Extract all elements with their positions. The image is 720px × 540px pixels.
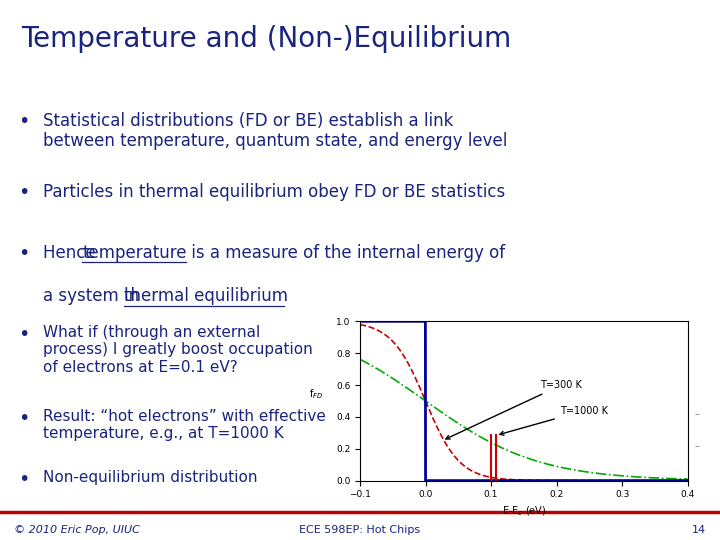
- Text: •: •: [18, 409, 30, 428]
- Text: T=300 K: T=300 K: [446, 380, 582, 439]
- Text: •: •: [18, 112, 30, 131]
- Text: Non-equilibrium distribution: Non-equilibrium distribution: [43, 469, 258, 484]
- Text: a system in: a system in: [43, 287, 145, 305]
- Text: temperature: temperature: [82, 244, 186, 262]
- Text: –: –: [694, 409, 699, 419]
- Text: 14: 14: [691, 525, 706, 535]
- Text: Particles in thermal equilibrium obey FD or BE statistics: Particles in thermal equilibrium obey FD…: [43, 183, 505, 201]
- Text: •: •: [18, 244, 30, 262]
- X-axis label: E-E$_c$ (eV): E-E$_c$ (eV): [502, 505, 546, 518]
- Text: is a measure of the internal energy of: is a measure of the internal energy of: [186, 244, 505, 262]
- Text: Statistical distributions (FD or BE) establish a link
between temperature, quant: Statistical distributions (FD or BE) est…: [43, 112, 508, 151]
- Text: –: –: [694, 441, 699, 451]
- Text: •: •: [18, 469, 30, 489]
- Text: •: •: [18, 183, 30, 202]
- Text: Temperature and (Non-)Equilibrium: Temperature and (Non-)Equilibrium: [22, 25, 512, 53]
- Text: •: •: [18, 325, 30, 344]
- Text: Result: “hot electrons” with effective
temperature, e.g., at T=1000 K: Result: “hot electrons” with effective t…: [43, 409, 326, 441]
- Text: T=1000 K: T=1000 K: [500, 406, 608, 435]
- Text: ECE 598EP: Hot Chips: ECE 598EP: Hot Chips: [300, 525, 420, 535]
- Text: thermal equilibrium: thermal equilibrium: [124, 287, 288, 305]
- Text: Hence: Hence: [43, 244, 101, 262]
- Text: © 2010 Eric Pop, UIUC: © 2010 Eric Pop, UIUC: [14, 525, 140, 535]
- Text: What if (through an external
process) I greatly boost occupation
of electrons at: What if (through an external process) I …: [43, 325, 313, 375]
- Y-axis label: f$_{FD}$: f$_{FD}$: [310, 387, 323, 401]
